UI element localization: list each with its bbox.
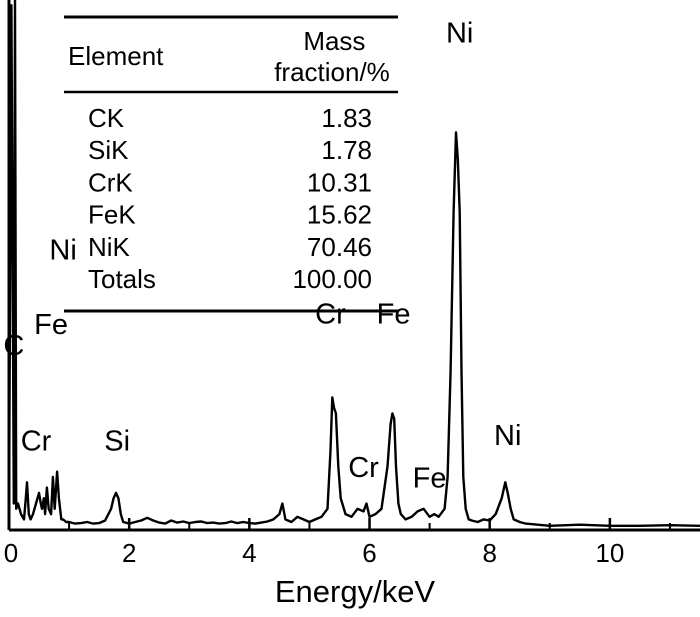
x-tick-label: 2	[122, 538, 136, 568]
table-header-mass: Mass fraction/%	[274, 26, 390, 87]
table-body: CK 1.83 SiK 1.78 CrK 10.31 FeK 15.62 NiK 70.46 Tot…	[88, 103, 372, 294]
table-cell-mass: 100.00	[292, 264, 372, 294]
peak-label: Cr	[315, 298, 346, 330]
x-tick-label: 8	[482, 538, 496, 568]
x-tick-label: 4	[242, 538, 256, 568]
table-cell-mass: 1.83	[321, 103, 372, 133]
peak-label: Fe	[34, 309, 68, 341]
peak-label: C	[3, 330, 24, 362]
table-cell-element: SiK	[88, 135, 129, 165]
x-ticks: 0 2 4 6 8 10	[4, 518, 671, 568]
peak-label: Fe	[413, 463, 447, 495]
peak-label: Cr	[21, 426, 52, 458]
spectrum-line	[7, 0, 700, 527]
table-cell-element: FeK	[88, 200, 136, 230]
peak-label: Ni	[49, 235, 76, 267]
table-cell-mass: 1.78	[321, 135, 372, 165]
x-tick-label: 10	[595, 538, 624, 568]
table-cell-mass: 15.62	[307, 200, 372, 230]
x-axis-title: Energy/keV	[275, 574, 436, 609]
x-tick-label: 6	[362, 538, 376, 568]
composition-table: Element Mass fraction/% CK 1.83 SiK 1.78 CrK…	[64, 15, 398, 313]
peak-label: Ni	[494, 420, 521, 452]
table-cell-element: CK	[88, 103, 125, 133]
table-cell-mass: 70.46	[307, 232, 372, 262]
table-cell-element: NiK	[88, 232, 131, 262]
x-tick-label: 0	[4, 538, 18, 568]
table-header-element: Element	[68, 41, 164, 71]
table-cell-mass: 10.31	[307, 167, 372, 197]
peak-labels: C Cr Fe Ni Si Cr Cr Fe Fe Ni Ni	[3, 17, 521, 494]
table-cell-element: CrK	[88, 167, 133, 197]
table-cell-element: Totals	[88, 264, 156, 294]
peak-label: Ni	[446, 17, 473, 49]
peak-label: Fe	[377, 298, 411, 330]
peak-label: Si	[104, 426, 130, 458]
peak-label: Cr	[348, 452, 379, 484]
